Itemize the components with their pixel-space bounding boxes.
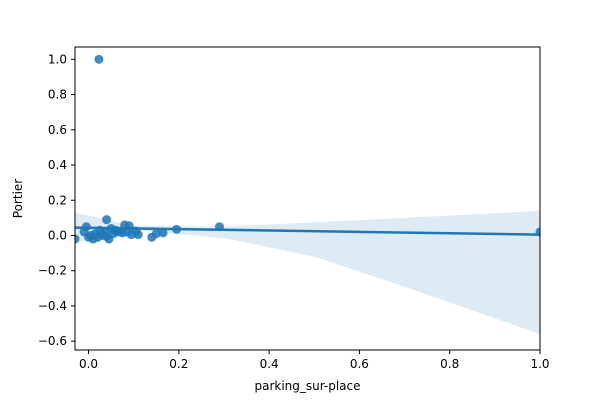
y-tick-label: 1.0: [48, 52, 67, 66]
y-axis-ticks: 1.0 0.8 0.6 0.4 0.2 0.0 −0.2 −0.4 −0.6: [38, 52, 75, 348]
data-point: [158, 228, 168, 238]
data-point: [94, 54, 104, 64]
y-tick-label: −0.2: [38, 264, 67, 278]
data-point: [133, 230, 143, 240]
x-tick-label: 0.8: [440, 357, 459, 371]
y-tick-label: 0.0: [48, 228, 67, 242]
y-tick-label: −0.6: [38, 334, 67, 348]
x-tick-label: 0.2: [169, 357, 188, 371]
x-axis-label: parking_sur-place: [254, 379, 360, 393]
y-tick-label: 0.2: [48, 193, 67, 207]
data-point: [102, 215, 112, 225]
x-tick-label: 1.0: [530, 357, 549, 371]
y-tick-label: 0.6: [48, 123, 67, 137]
x-tick-label: 0.6: [350, 357, 369, 371]
data-point: [151, 229, 161, 239]
y-tick-label: 0.8: [48, 88, 67, 102]
y-tick-label: −0.4: [38, 299, 67, 313]
axes-frame: [74, 46, 541, 351]
x-tick-label: 0.0: [79, 357, 98, 371]
x-tick-label: 0.4: [260, 357, 279, 371]
y-axis-label: Portier: [11, 179, 25, 219]
confidence-band: [75, 210, 540, 335]
data-point: [75, 234, 80, 244]
y-tick-label: 0.4: [48, 158, 67, 172]
regression-line: [75, 226, 540, 236]
plot-area: [75, 54, 540, 335]
x-axis-ticks: 0.0 0.2 0.4 0.6 0.8 1.0: [79, 350, 550, 371]
